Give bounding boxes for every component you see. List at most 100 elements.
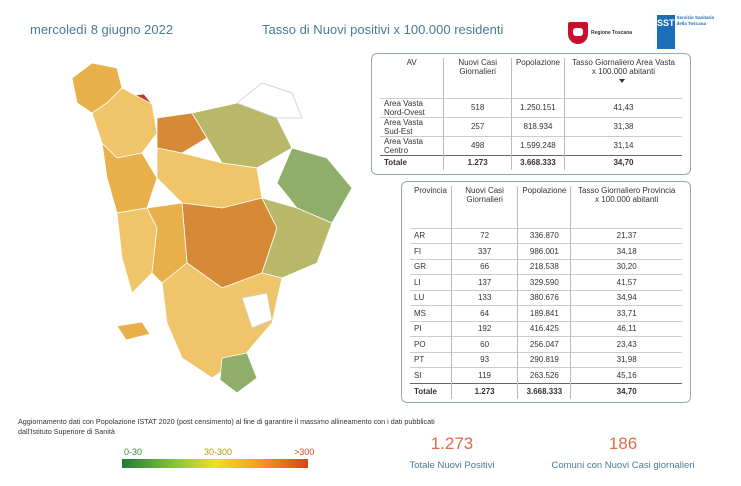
cell-casi: 337 — [450, 243, 518, 259]
cell-casi: 257 — [443, 116, 512, 136]
cell-total-tasso: 34,70 — [563, 154, 682, 170]
cell-provincia: PT — [410, 351, 452, 368]
kpi-municipalities-value: 186 — [608, 434, 638, 453]
cell-provincia: PO — [410, 336, 452, 352]
map-region-arezzo-south[interactable] — [261, 197, 333, 279]
kpi-total-positives-value: 1.273 — [430, 434, 474, 453]
cell-popolazione: 256.047 — [517, 336, 571, 352]
map-region-maremma[interactable] — [219, 352, 258, 394]
cell-total-casi: 1.273 — [450, 382, 518, 399]
cell-tasso: 31,38 — [563, 116, 682, 136]
map-region-pisa[interactable] — [101, 141, 158, 214]
cell-provincia: AR — [410, 227, 452, 244]
cell-popolazione: 263.526 — [517, 367, 571, 383]
table-row: Area Vasta Sud-Est 257 818.934 31,38 — [380, 116, 682, 136]
col-header-nuovi-casi[interactable]: Nuovi Casi Giornalieri — [443, 58, 512, 98]
table-row: LU 133 380.676 34,94 — [410, 289, 682, 306]
map-region-livorno[interactable] — [116, 207, 158, 294]
col-header-av[interactable]: AV — [406, 58, 417, 67]
cell-tasso: 45,16 — [570, 367, 682, 383]
cell-casi: 72 — [450, 227, 518, 244]
cell-popolazione: 986.001 — [517, 243, 571, 259]
col-header-popolazione[interactable]: Popolazione — [510, 58, 565, 98]
kpi-municipalities-label: Comuni con Nuovi Casi giornalieri — [551, 460, 695, 471]
col-header-tasso[interactable]: Tasso Giornaliero Area Vasta x 100.000 a… — [563, 58, 682, 98]
cell-av: Area Vasta Centro — [380, 135, 444, 155]
cell-casi: 498 — [443, 135, 512, 155]
table-total-row: Totale 1.273 3.668.333 34,70 — [410, 382, 682, 399]
cell-casi: 60 — [450, 336, 518, 352]
sst-logo-text: Servizio Sanitario della Toscana — [676, 15, 715, 26]
cell-total-tasso: 34,70 — [570, 382, 682, 399]
cell-tasso: 23,43 — [570, 336, 682, 352]
cell-total-popolazione: 3.668.333 — [517, 382, 571, 399]
legend-high-label: >300 — [294, 447, 315, 457]
table-row: MS 64 189.841 33,71 — [410, 305, 682, 321]
table-row: FI 337 986.001 34,18 — [410, 243, 682, 259]
cell-popolazione: 189.841 — [517, 305, 571, 321]
cell-popolazione: 818.934 — [510, 116, 565, 136]
area-vasta-table-card: AV Nuovi Casi Giornalieri Popolazione Ta… — [371, 53, 691, 175]
cell-casi: 66 — [450, 258, 518, 275]
cell-av: Area Vasta Nord-Ovest — [380, 97, 444, 117]
cell-casi: 64 — [450, 305, 518, 321]
col-header-popolazione[interactable]: Popolazione — [517, 186, 571, 228]
cell-provincia: SI — [410, 367, 452, 383]
cell-tasso: 21,37 — [570, 227, 682, 244]
cell-provincia: LU — [410, 289, 452, 306]
cell-tasso: 46,11 — [570, 320, 682, 337]
cell-tasso: 31,98 — [570, 351, 682, 368]
cell-av: Area Vasta Sud-Est — [380, 116, 444, 136]
table-row: AR 72 336.870 21,37 — [410, 227, 682, 244]
table-total-row: Totale 1.273 3.668.333 34,70 — [380, 154, 682, 170]
col-header-provincia[interactable]: Provincia — [414, 186, 447, 195]
table-row: PI 192 416.425 46,11 — [410, 320, 682, 337]
cell-total-label: Totale — [380, 154, 444, 170]
cell-popolazione: 416.425 — [517, 320, 571, 337]
regione-toscana-logo: Regione Toscana — [568, 20, 638, 46]
sort-desc-icon[interactable] — [618, 79, 625, 83]
cell-tasso: 34,94 — [570, 289, 682, 306]
map-region-mugello-white[interactable] — [236, 82, 303, 119]
cell-total-label: Totale — [410, 382, 452, 399]
col-header-nuovi-casi[interactable]: Nuovi Casi Giornalieri — [450, 186, 518, 228]
table-row: Area Vasta Centro 498 1.599.248 31,14 — [380, 135, 682, 155]
legend-color-scale — [122, 459, 308, 468]
sst-logo-mark: SST — [657, 15, 675, 49]
cell-provincia: FI — [410, 243, 452, 259]
cell-casi: 133 — [450, 289, 518, 306]
cell-total-popolazione: 3.668.333 — [510, 154, 565, 170]
cell-tasso: 41,43 — [563, 97, 682, 117]
date-label: mercoledì 8 giugno 2022 — [30, 22, 174, 37]
cell-popolazione: 380.676 — [517, 289, 571, 306]
cell-popolazione: 329.590 — [517, 274, 571, 290]
cell-provincia: PI — [410, 320, 452, 337]
col-header-tasso[interactable]: Tasso Giornaliero Provincia x 100.000 ab… — [570, 186, 682, 228]
cell-popolazione: 218.538 — [517, 258, 571, 275]
table-row: Area Vasta Nord-Ovest 518 1.250.151 41,4… — [380, 97, 682, 117]
cell-popolazione: 336.870 — [517, 227, 571, 244]
cell-provincia: LI — [410, 274, 452, 290]
table-row: PO 60 256.047 23,43 — [410, 336, 682, 352]
cell-provincia: GR — [410, 258, 452, 275]
data-update-note: Aggiornamento dati con Popolazione ISTAT… — [18, 417, 435, 436]
cell-casi: 518 — [443, 97, 512, 117]
kpi-total-positives: 1.273 Totale Nuovi Positivi — [400, 434, 504, 471]
regione-logo-text: Regione Toscana — [591, 30, 633, 36]
cell-casi: 119 — [450, 367, 518, 383]
kpi-total-positives-label: Totale Nuovi Positivi — [409, 460, 495, 471]
tuscany-municipalities-map[interactable] — [62, 58, 382, 398]
pegasus-shield-icon — [568, 22, 588, 44]
cell-total-casi: 1.273 — [443, 154, 512, 170]
cell-provincia: MS — [410, 305, 452, 321]
map-region-monte-amiata[interactable] — [241, 292, 273, 329]
legend-low-label: 0-30 — [124, 447, 143, 457]
map-region-elba[interactable] — [116, 321, 151, 341]
cell-popolazione: 1.599.248 — [510, 135, 565, 155]
cell-casi: 192 — [450, 320, 518, 337]
map-region-pistoia[interactable] — [156, 112, 208, 154]
map-region-grosseto[interactable] — [161, 262, 283, 379]
cell-tasso: 31,14 — [563, 135, 682, 155]
area-vasta-table: AV Nuovi Casi Giornalieri Popolazione Ta… — [380, 58, 682, 170]
table-row: PT 93 290.819 31,98 — [410, 351, 682, 368]
